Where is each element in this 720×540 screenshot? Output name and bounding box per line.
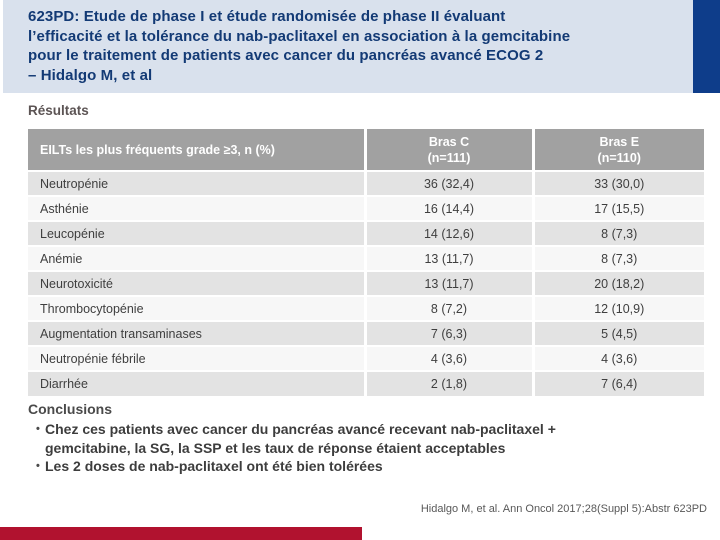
ae-value-bras-e: 8 (7,3) [531, 245, 704, 271]
ae-value-bras-c: 36 (32,4) [363, 170, 533, 196]
ae-value-bras-c: 13 (11,7) [363, 270, 533, 296]
table-row: Augmentation transaminases 7 (6,3) 5 (4,5) [28, 320, 704, 346]
table-header-bras-e: Bras E (n=110) [531, 129, 704, 171]
table-row: Diarrhée 2 (1,8) 7 (6,4) [28, 370, 704, 396]
results-heading: Résultats [28, 103, 89, 118]
ae-value-bras-c: 16 (14,4) [363, 195, 533, 221]
ae-value-bras-e: 4 (3,6) [531, 345, 704, 371]
conclusions-section: Conclusions • Chez ces patients avec canc… [28, 401, 643, 476]
ae-label: Leucopénie [28, 220, 365, 246]
bullet-icon: • [36, 423, 40, 435]
adverse-events-table: EILTs les plus fréquents grade ≥3, n (%)… [28, 129, 704, 396]
ae-label: Neutropénie fébrile [28, 345, 365, 371]
ae-label: Asthénie [28, 195, 365, 221]
table-header-label: EILTs les plus fréquents grade ≥3, n (%) [28, 129, 365, 171]
ae-value-bras-e: 12 (10,9) [531, 295, 704, 321]
footer-accent-bar [0, 527, 362, 540]
table-row: Thrombocytopénie 8 (7,2) 12 (10,9) [28, 295, 704, 321]
ae-value-bras-c: 7 (6,3) [363, 320, 533, 346]
ae-value-bras-e: 17 (15,5) [531, 195, 704, 221]
table-row: Leucopénie 14 (12,6) 8 (7,3) [28, 220, 704, 246]
ae-value-bras-e: 33 (30,0) [531, 170, 704, 196]
conclusion-bullet-text: Les 2 doses de nab-paclitaxel ont été bi… [45, 458, 383, 474]
ae-value-bras-e: 7 (6,4) [531, 370, 704, 396]
ae-label: Augmentation transaminases [28, 320, 365, 346]
header-band: 623PD: Etude de phase I et étude randomi… [3, 0, 693, 93]
ae-value-bras-e: 8 (7,3) [531, 220, 704, 246]
ae-value-bras-c: 14 (12,6) [363, 220, 533, 246]
ae-label: Diarrhée [28, 370, 365, 396]
ae-table-body: Neutropénie 36 (32,4) 33 (30,0) Asthénie 16 … [28, 170, 704, 396]
ae-value-bras-c: 4 (3,6) [363, 345, 533, 371]
header-accent-bar [693, 0, 720, 93]
ae-value-bras-e: 20 (18,2) [531, 270, 704, 296]
footer-citation: Hidalgo M, et al. Ann Oncol 2017;28(Supp… [420, 503, 707, 515]
ae-label: Neutropénie [28, 170, 365, 196]
table-row: Neurotoxicité 13 (11,7) 20 (18,2) [28, 270, 704, 296]
table-header-row: EILTs les plus fréquents grade ≥3, n (%)… [28, 129, 704, 171]
conclusion-bullet-text: Chez ces patients avec cancer du pancréa… [45, 421, 556, 456]
ae-label: Neurotoxicité [28, 270, 365, 296]
ae-value-bras-e: 5 (4,5) [531, 320, 704, 346]
conclusions-list: • Chez ces patients avec cancer du pancré… [28, 420, 643, 476]
ae-value-bras-c: 13 (11,7) [363, 245, 533, 271]
ae-value-bras-c: 8 (7,2) [363, 295, 533, 321]
table-row: Asthénie 16 (14,4) 17 (15,5) [28, 195, 704, 221]
table-row: Neutropénie 36 (32,4) 33 (30,0) [28, 170, 704, 196]
table-row: Neutropénie fébrile 4 (3,6) 4 (3,6) [28, 345, 704, 371]
table-header-bras-c: Bras C (n=111) [363, 129, 533, 171]
conclusion-bullet-item: • Chez ces patients avec cancer du pancré… [28, 420, 643, 457]
slide-title: 623PD: Etude de phase I et étude randomi… [28, 8, 571, 84]
ae-value-bras-c: 2 (1,8) [363, 370, 533, 396]
bullet-icon: • [36, 460, 40, 472]
table-row: Anémie 13 (11,7) 8 (7,3) [28, 245, 704, 271]
ae-label: Anémie [28, 245, 365, 271]
conclusion-bullet-item: • Les 2 doses de nab-paclitaxel ont été b… [28, 457, 643, 476]
conclusions-heading: Conclusions [28, 401, 113, 417]
ae-label: Thrombocytopénie [28, 295, 365, 321]
